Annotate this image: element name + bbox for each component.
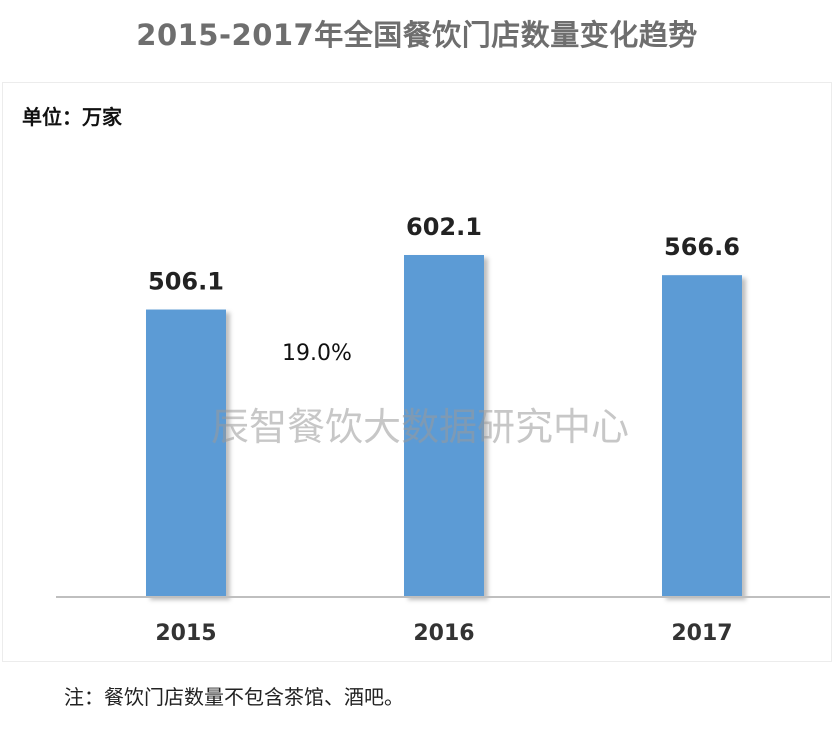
chart-title: 2015-2017年全国餐饮门店数量变化趋势 [136,18,698,52]
bar-2016 [404,255,484,597]
bars-layer [146,255,742,597]
bar-2017 [662,275,742,597]
unit-label: 单位：万家 [22,105,122,129]
growth-annotation: 19.0% [282,341,352,366]
x-tick-label-2016: 2016 [413,621,474,646]
bar-2015 [146,309,226,597]
value-label-2015: 506.1 [148,268,224,296]
watermark-text: 辰智餐饮大数据研究中心 [211,405,629,449]
value-label-2016: 602.1 [406,213,482,241]
labels-layer: 506.1 2015 602.1 2016 566.6 2017 19.0% [148,213,740,646]
x-tick-label-2015: 2015 [155,621,216,646]
footnote: 注：餐饮门店数量不包含茶馆、酒吧。 [64,685,404,709]
value-label-2017: 566.6 [664,233,740,261]
x-tick-label-2017: 2017 [671,621,732,646]
